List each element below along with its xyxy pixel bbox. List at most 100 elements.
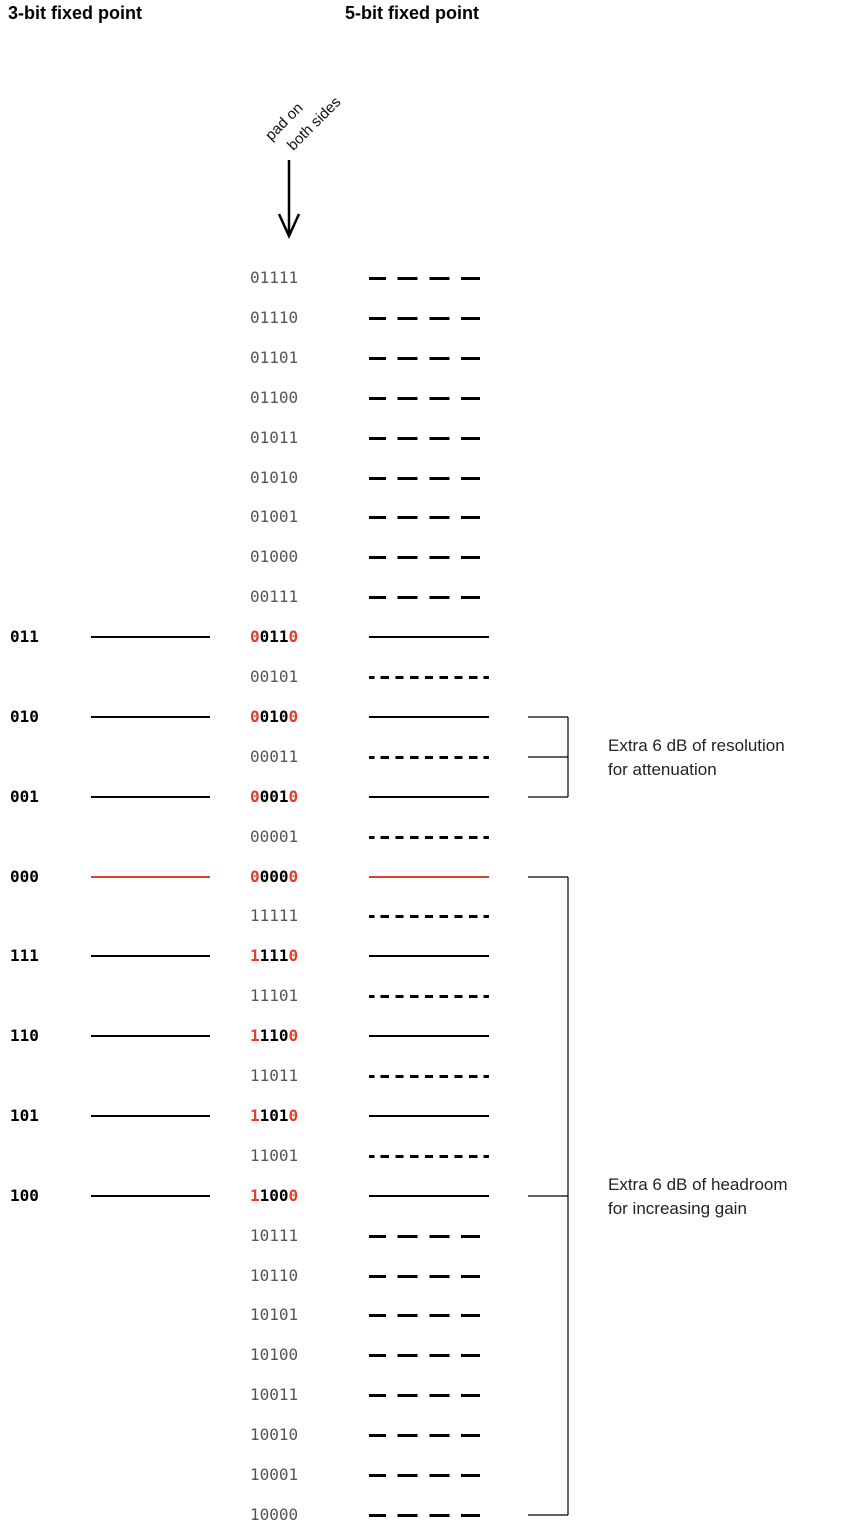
pad-bit-msb: 1 bbox=[250, 1026, 260, 1046]
headroom-note-line1: Extra 6 dB of headroom bbox=[608, 1175, 788, 1194]
five-bit-code: 01010 bbox=[250, 467, 299, 487]
five-bit-code: 00100 bbox=[250, 707, 298, 727]
five-bit-extended-line bbox=[369, 1513, 480, 1517]
pad-bit-msb: 1 bbox=[250, 946, 260, 966]
five-bit-code: 00111 bbox=[250, 587, 299, 607]
five-bit-extended-line bbox=[369, 516, 480, 520]
five-bit-code: 11010 bbox=[250, 1106, 298, 1126]
five-bit-code: 01000 bbox=[250, 547, 299, 567]
five-bit-code: 01100 bbox=[250, 387, 299, 407]
five-bit-extended-line bbox=[369, 356, 480, 360]
pad-bit-msb: 0 bbox=[250, 627, 260, 647]
attenuation-bracket bbox=[528, 716, 569, 798]
five-bit-code: 10000 bbox=[250, 1504, 299, 1524]
headroom-note-line2: for increasing gain bbox=[608, 1199, 747, 1218]
five-bit-intermediate-line bbox=[369, 1075, 489, 1078]
five-bit-level-line bbox=[369, 715, 489, 718]
three-bit-level-line bbox=[91, 955, 210, 958]
original-bits: 111 bbox=[259, 946, 289, 966]
three-bit-level-line bbox=[91, 1114, 210, 1117]
five-bit-header: 5-bit fixed point bbox=[345, 3, 479, 23]
three-bit-code: 000 bbox=[10, 866, 39, 886]
five-bit-intermediate-line bbox=[369, 995, 489, 999]
three-bit-code: 110 bbox=[10, 1026, 39, 1046]
five-bit-extended-line bbox=[369, 277, 480, 280]
five-bit-code: 10001 bbox=[250, 1465, 299, 1484]
five-bit-code: 11101 bbox=[250, 986, 299, 1006]
five-bit-extended-line bbox=[369, 1474, 480, 1477]
three-bit-code: 001 bbox=[10, 786, 39, 806]
five-bit-level-line bbox=[369, 795, 489, 798]
three-bit-level-line bbox=[91, 715, 210, 718]
five-bit-code: 01101 bbox=[250, 347, 299, 367]
five-bit-extended-line bbox=[369, 1394, 480, 1398]
five-bit-extended-line bbox=[369, 476, 480, 480]
five-bit-extended-line bbox=[369, 1274, 480, 1278]
five-bit-level-line bbox=[369, 1114, 489, 1117]
attenuation-note: Extra 6 dB of resolution for attenuation bbox=[608, 734, 785, 782]
pad-bit-lsb: 0 bbox=[288, 627, 299, 647]
attenuation-note-line2: for attenuation bbox=[608, 760, 717, 779]
five-bit-code: 10110 bbox=[250, 1265, 299, 1285]
three-bit-code: 111 bbox=[10, 946, 39, 966]
five-bit-code: 11011 bbox=[250, 1066, 299, 1085]
original-bits: 011 bbox=[259, 627, 289, 647]
original-bits: 001 bbox=[259, 786, 289, 806]
three-bit-code: 101 bbox=[10, 1105, 39, 1125]
five-bit-code: 10101 bbox=[250, 1305, 299, 1325]
three-bit-level-line bbox=[91, 1035, 210, 1038]
five-bit-code: 01111 bbox=[250, 268, 299, 287]
five-bit-code: 11000 bbox=[250, 1186, 298, 1206]
five-bit-zero-line bbox=[369, 875, 489, 878]
headroom-note: Extra 6 dB of headroom for increasing ga… bbox=[608, 1173, 788, 1221]
three-bit-level-line bbox=[91, 795, 210, 798]
five-bit-code: 11001 bbox=[250, 1145, 299, 1165]
five-bit-intermediate-line bbox=[369, 676, 489, 679]
pad-bit-lsb: 0 bbox=[288, 1105, 299, 1125]
three-bit-zero-line bbox=[91, 875, 210, 878]
five-bit-code: 11100 bbox=[250, 1026, 298, 1046]
five-bit-extended-line bbox=[369, 596, 480, 600]
five-bit-level-line bbox=[369, 1035, 489, 1038]
five-bit-code: 01110 bbox=[250, 307, 299, 327]
five-bit-intermediate-line bbox=[369, 755, 489, 759]
five-bit-extended-line bbox=[369, 1314, 480, 1318]
five-bit-code: 00000 bbox=[250, 867, 298, 887]
three-bit-code: 011 bbox=[10, 627, 39, 647]
pad-bit-lsb: 0 bbox=[288, 1185, 299, 1205]
five-bit-code: 11111 bbox=[250, 906, 299, 926]
five-bit-level-line bbox=[369, 636, 489, 639]
five-bit-extended-line bbox=[369, 436, 480, 440]
five-bit-level-line bbox=[369, 955, 489, 958]
three-bit-header: 3-bit fixed point bbox=[8, 3, 142, 23]
five-bit-level-line bbox=[369, 1194, 489, 1197]
five-bit-extended-line bbox=[369, 1234, 480, 1238]
five-bit-code: 10011 bbox=[250, 1385, 299, 1405]
pad-bit-msb: 1 bbox=[250, 1105, 260, 1125]
attenuation-note-line1: Extra 6 dB of resolution bbox=[608, 736, 785, 755]
original-bits: 000 bbox=[259, 866, 289, 886]
pad-arrow-head bbox=[277, 213, 301, 240]
pad-bit-msb: 0 bbox=[250, 706, 260, 726]
original-bits: 110 bbox=[259, 1026, 289, 1046]
five-bit-intermediate-line bbox=[369, 1154, 489, 1158]
five-bit-code: 10111 bbox=[250, 1225, 299, 1245]
pad-bit-lsb: 0 bbox=[288, 706, 299, 726]
original-bits: 100 bbox=[259, 1185, 289, 1205]
five-bit-code: 00011 bbox=[250, 746, 299, 766]
pad-bit-lsb: 0 bbox=[288, 1026, 299, 1046]
pad-bit-msb: 1 bbox=[250, 1185, 260, 1205]
five-bit-code: 00101 bbox=[250, 667, 299, 686]
five-bit-code: 10010 bbox=[250, 1425, 299, 1445]
five-bit-code: 00110 bbox=[250, 627, 298, 647]
five-bit-code: 01001 bbox=[250, 507, 299, 527]
three-bit-level-line bbox=[91, 636, 210, 639]
three-bit-code: 010 bbox=[10, 706, 39, 726]
original-bits: 101 bbox=[259, 1105, 289, 1125]
five-bit-code: 01011 bbox=[250, 427, 299, 447]
five-bit-extended-line bbox=[369, 316, 480, 320]
pad-bit-msb: 0 bbox=[250, 866, 260, 886]
pad-bit-lsb: 0 bbox=[288, 786, 299, 806]
original-bits: 010 bbox=[259, 706, 289, 726]
three-bit-level-line bbox=[91, 1194, 210, 1197]
